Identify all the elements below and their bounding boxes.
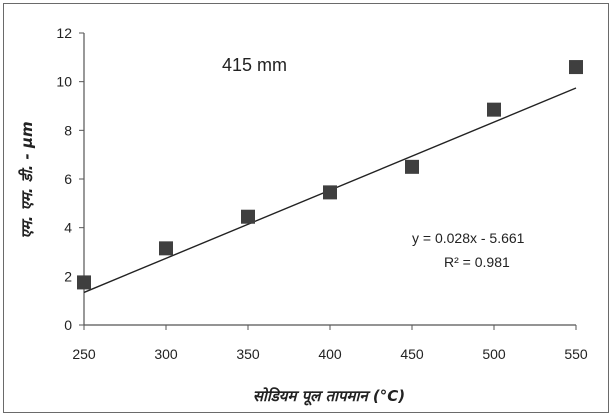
y-tick-label: 2 — [64, 268, 72, 284]
trendline-equation: y = 0.028x - 5.661 — [412, 230, 525, 246]
data-point — [241, 209, 255, 224]
data-point — [487, 102, 501, 117]
y-tick-label: 0 — [64, 317, 72, 333]
x-tick-label: 350 — [236, 346, 260, 362]
annotation-label: 415 mm — [222, 55, 287, 75]
x-tick-label: 500 — [482, 346, 506, 362]
data-point — [405, 159, 419, 174]
x-tick-label: 450 — [400, 346, 424, 362]
data-point — [323, 185, 337, 200]
trendline-r-squared: R² = 0.981 — [444, 254, 510, 270]
x-tick-label: 400 — [318, 346, 342, 362]
chart-frame — [3, 3, 609, 413]
y-tick-label: 4 — [64, 220, 72, 236]
data-point — [569, 60, 583, 75]
x-tick-label: 300 — [154, 346, 178, 362]
data-point — [77, 275, 91, 290]
data-points — [77, 60, 583, 290]
y-axis-label: एम. एम. डी. - μm — [18, 121, 36, 238]
y-tick-label: 12 — [56, 25, 72, 41]
x-tick-label: 250 — [72, 346, 96, 362]
x-tick-label: 550 — [564, 346, 588, 362]
y-tick-label: 8 — [64, 122, 72, 138]
x-axis-label: सोडियम पूल तापमान (°C) — [253, 387, 405, 406]
data-point — [159, 241, 173, 256]
x-axis: 250 300 350 400 450 500 550 — [72, 324, 588, 362]
y-tick-label: 6 — [64, 171, 72, 187]
y-tick-label: 10 — [56, 74, 72, 90]
